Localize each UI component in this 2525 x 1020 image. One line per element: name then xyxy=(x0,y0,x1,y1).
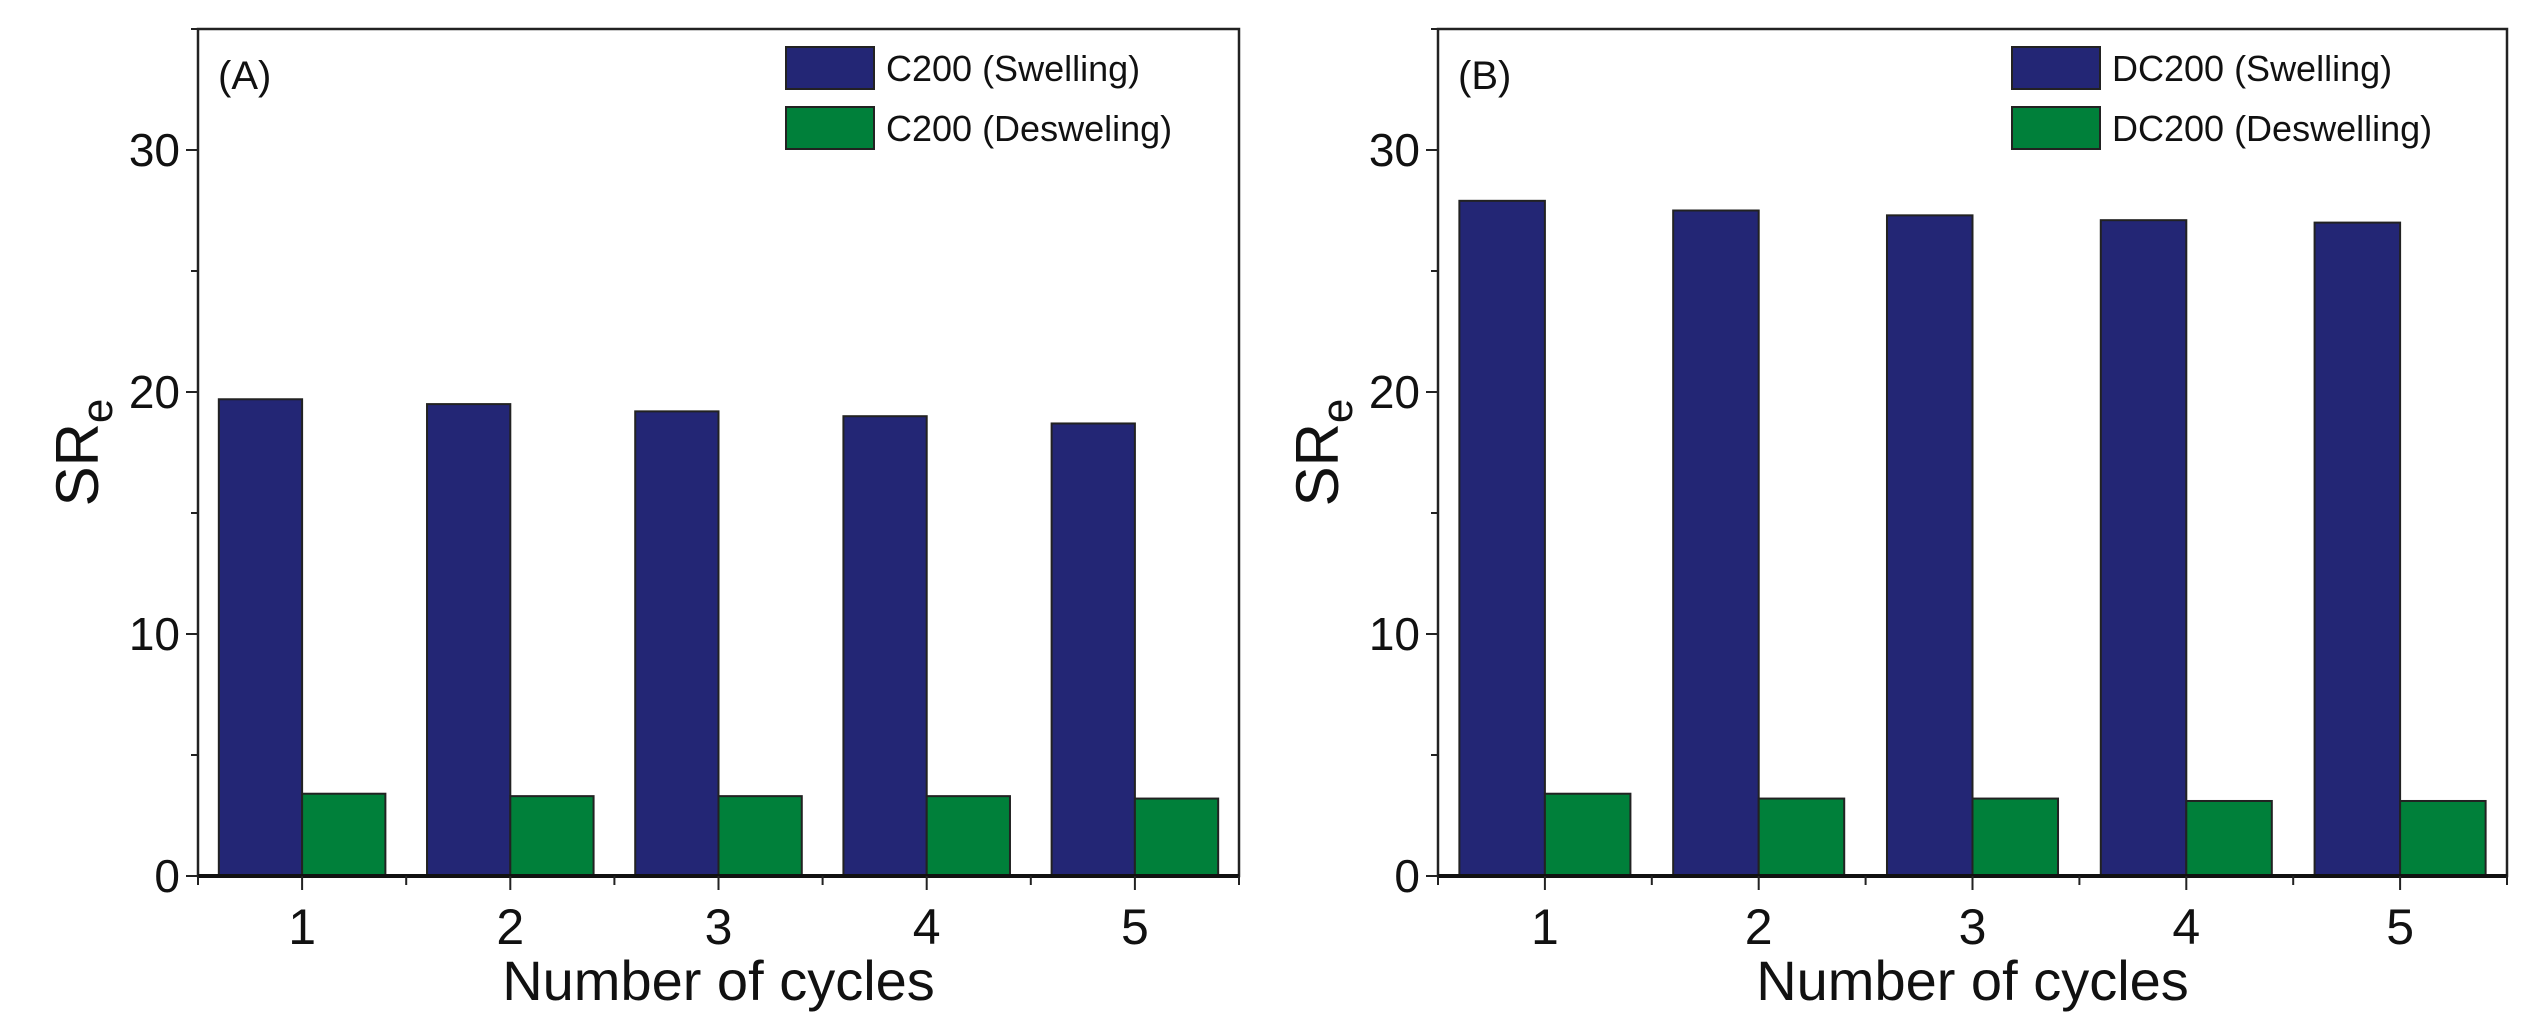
x-tick-label: 4 xyxy=(2172,899,2200,955)
bar-swelling-1 xyxy=(1458,199,1546,877)
y-axis-title-main: SR xyxy=(1284,423,1351,506)
x-axis-title: Number of cycles xyxy=(1756,949,2189,1012)
bar-swelling-1 xyxy=(217,398,304,877)
bar-deswelling-1 xyxy=(301,792,387,877)
bar-swelling-5 xyxy=(2313,221,2402,878)
y-tick-label: 30 xyxy=(1369,124,1420,176)
bar-deswelling-2 xyxy=(509,795,595,878)
bar-deswelling-1 xyxy=(1543,792,1632,877)
bar-deswelling-3 xyxy=(1971,797,2060,877)
bar-deswelling-5 xyxy=(2399,799,2487,877)
panel-label: (A) xyxy=(218,54,271,98)
bar-swelling-4 xyxy=(2099,219,2188,877)
y-axis-title-sub: e xyxy=(1313,399,1362,423)
legend-label: DC200 (Deswelling) xyxy=(2112,108,2432,149)
panel-label: (B) xyxy=(1458,54,1511,98)
legend-swatch xyxy=(785,106,875,150)
bar-deswelling-4 xyxy=(2185,799,2273,877)
x-tick-label: 3 xyxy=(1959,899,1987,955)
bar-swelling-3 xyxy=(1885,214,1974,877)
legend-label: C200 (Swelling) xyxy=(886,48,1140,89)
x-tick-label: 3 xyxy=(705,899,733,955)
y-tick-label: 30 xyxy=(129,124,180,176)
y-axis-title-sub: e xyxy=(73,399,122,423)
x-tick-label: 5 xyxy=(1121,899,1149,955)
bar-swelling-5 xyxy=(1050,422,1136,877)
x-axis-title: Number of cycles xyxy=(502,949,935,1012)
bar-swelling-2 xyxy=(1672,209,1760,877)
bar-deswelling-2 xyxy=(1757,797,1846,877)
y-tick-label: 20 xyxy=(1369,366,1420,418)
bar-deswelling-5 xyxy=(1133,797,1220,877)
y-tick-label: 10 xyxy=(129,608,180,660)
bar-deswelling-4 xyxy=(925,795,1011,878)
legend-swatch xyxy=(785,46,875,90)
bar-deswelling-3 xyxy=(717,795,803,878)
bar-swelling-2 xyxy=(426,403,512,877)
x-tick-label: 5 xyxy=(2386,899,2414,955)
bar-swelling-4 xyxy=(842,415,928,877)
legend-label: DC200 (Swelling) xyxy=(2112,48,2392,89)
x-tick-label: 2 xyxy=(1745,899,1773,955)
y-axis-title: SRe xyxy=(1284,399,1362,507)
legend-swatch xyxy=(2011,106,2101,150)
y-tick-label: 0 xyxy=(1394,850,1420,902)
bar-swelling-3 xyxy=(634,410,720,877)
y-tick-label: 0 xyxy=(154,850,180,902)
y-tick-label: 20 xyxy=(129,366,180,418)
y-tick-label: 10 xyxy=(1369,608,1420,660)
panel-b: 0 10 20 30 1 2 3 4 5 Number of cycles SRe (B) DC200 … xyxy=(1284,27,2509,1012)
x-tick-label: 1 xyxy=(1531,899,1559,955)
legend-label: C200 (Desweling) xyxy=(886,108,1172,149)
x-tick-label: 1 xyxy=(288,899,316,955)
y-axis-title-main: SR xyxy=(44,423,111,506)
x-tick-label: 4 xyxy=(913,899,941,955)
legend-swatch xyxy=(2011,46,2101,90)
panel-a: 0 10 20 30 1 2 3 4 5 Number of cycles SRe (A) C200 (… xyxy=(44,27,1241,1012)
y-axis-title: SRe xyxy=(44,399,122,507)
x-tick-label: 2 xyxy=(496,899,524,955)
